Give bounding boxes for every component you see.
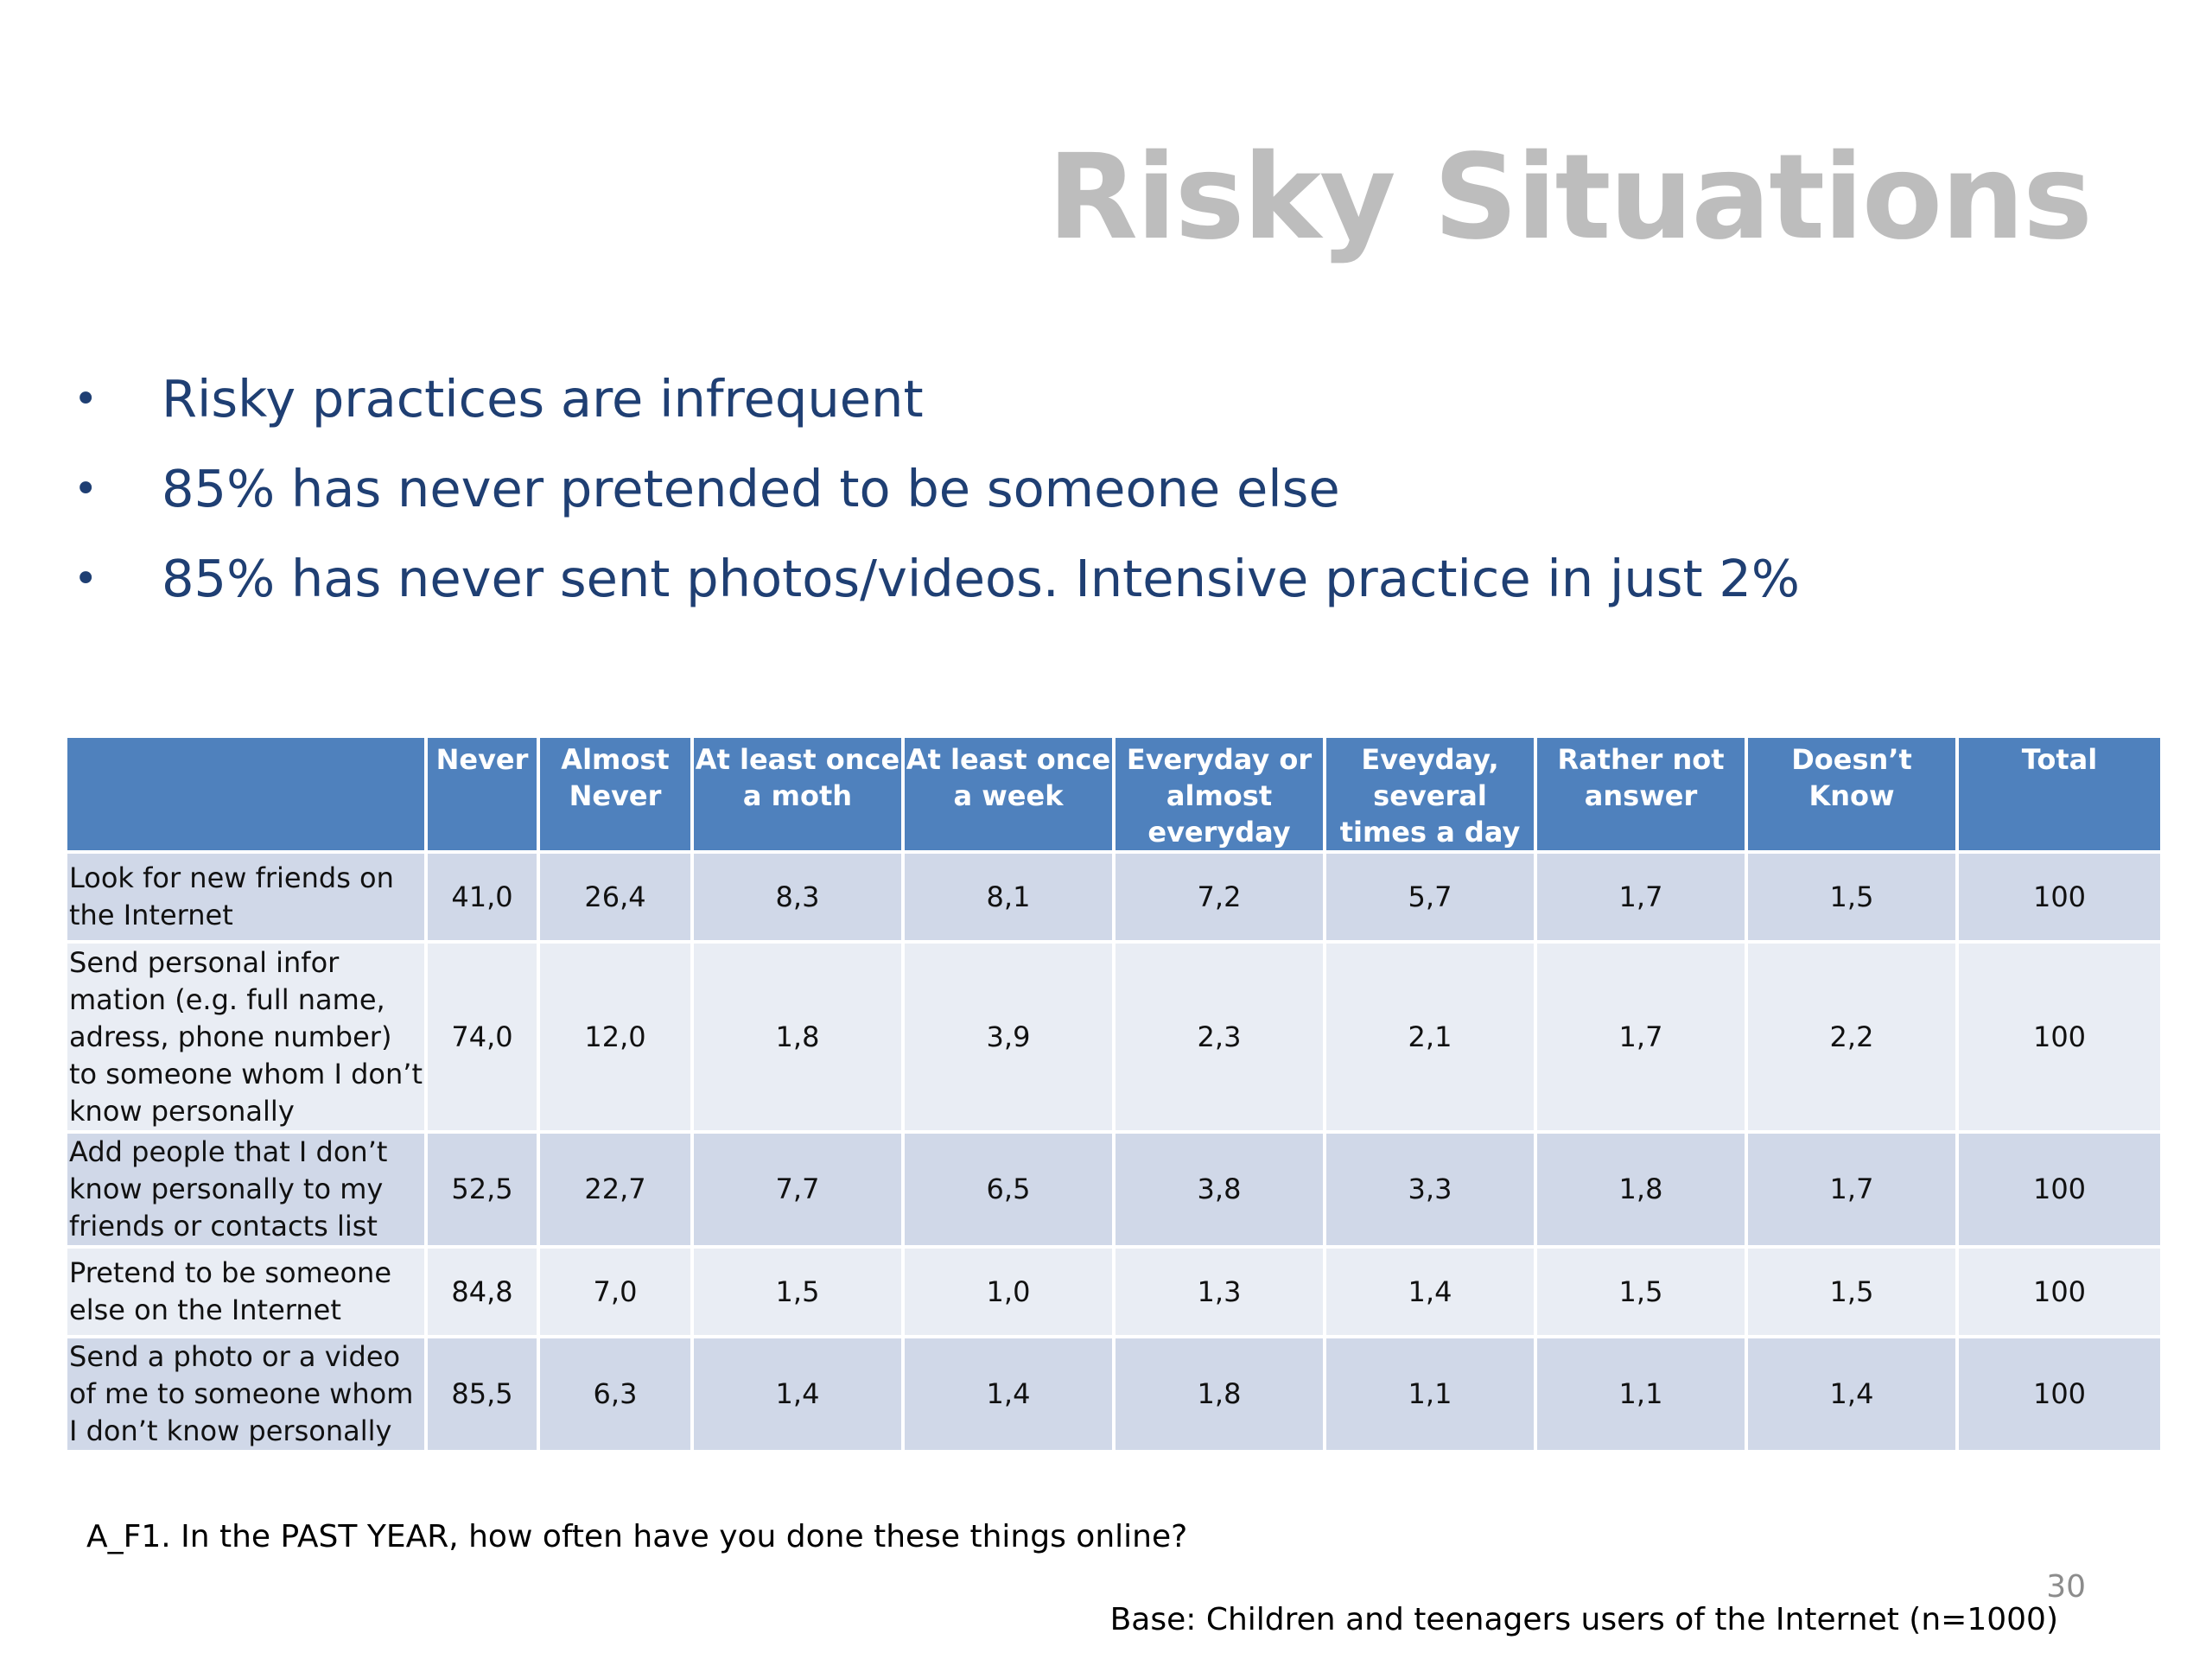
table-cell: 1,5 (690, 1245, 905, 1338)
bullet-icon: • (73, 375, 99, 423)
table-cell: 26,4 (537, 850, 694, 944)
column-header: Eveyday, several times a day (1323, 734, 1537, 854)
table-cell: 84,8 (424, 1245, 540, 1338)
table-cell: 85,5 (424, 1335, 540, 1453)
table-cell: 52,5 (424, 1130, 540, 1249)
table-cell: 41,0 (424, 850, 540, 944)
table-cell: 7,7 (690, 1130, 905, 1249)
table-row: Send a photo or a video of me to someone… (64, 1335, 2164, 1453)
table-cell: 8,3 (690, 850, 905, 944)
table-cell: 1,8 (1112, 1335, 1326, 1453)
table-cell: 1,7 (1534, 850, 1748, 944)
bullet-item: • Risky practices are infrequent (73, 354, 1800, 444)
table-cell: 100 (1955, 1335, 2164, 1453)
table-cell: 2,1 (1323, 940, 1537, 1134)
table-row: Add people that I don’t know personally … (64, 1130, 2164, 1249)
table-cell: 7,2 (1112, 850, 1326, 944)
table-cell: 5,7 (1323, 850, 1537, 944)
column-header: At least once a moth (690, 734, 905, 854)
table-cell: 1,4 (1323, 1245, 1537, 1338)
table-cell: 1,8 (1534, 1130, 1748, 1249)
bullet-list: • Risky practices are infrequent • 85% h… (73, 354, 1800, 624)
table-header-row: Never Almost Never At least once a moth … (64, 734, 2164, 854)
bullet-text: 85% has never sent photos/videos. Intens… (162, 549, 1800, 608)
table-cell: 1,1 (1323, 1335, 1537, 1453)
column-header: At least once a week (901, 734, 1116, 854)
table-cell: 100 (1955, 1130, 2164, 1249)
table-cell: 2,3 (1112, 940, 1326, 1134)
bullet-item: • 85% has never pretended to be someone … (73, 444, 1800, 534)
table-cell: 8,1 (901, 850, 1116, 944)
table-cell: 1,8 (690, 940, 905, 1134)
column-header: Total (1955, 734, 2164, 854)
results-table: Never Almost Never At least once a moth … (64, 734, 2164, 1453)
row-label: Look for new friends on the Internet (64, 850, 428, 944)
row-label: Send personal infor mation (e.g. full na… (64, 940, 428, 1134)
table-cell: 1,5 (1745, 850, 1959, 944)
table-cell: 100 (1955, 940, 2164, 1134)
bullet-item: • 85% has never sent photos/videos. Inte… (73, 534, 1800, 624)
row-label: Pretend to be someone else on the Intern… (64, 1245, 428, 1338)
table-cell: 74,0 (424, 940, 540, 1134)
column-header: Never (424, 734, 540, 854)
row-label: Send a photo or a video of me to someone… (64, 1335, 428, 1453)
table-cell: 3,8 (1112, 1130, 1326, 1249)
bullet-text: Risky practices are infrequent (162, 369, 924, 429)
column-header: Doesn’t Know (1745, 734, 1959, 854)
table-row: Send personal infor mation (e.g. full na… (64, 940, 2164, 1134)
table-cell: 100 (1955, 1245, 2164, 1338)
table-cell: 6,3 (537, 1335, 694, 1453)
bullet-icon: • (73, 465, 99, 513)
table-cell: 100 (1955, 850, 2164, 944)
base-note: Base: Children and teenagers users of th… (1109, 1602, 2058, 1637)
table-cell: 1,4 (690, 1335, 905, 1453)
table-cell: 1,0 (901, 1245, 1116, 1338)
slide-title: Risky Situations (1047, 130, 2093, 266)
bullet-text: 85% has never pretended to be someone el… (162, 459, 1340, 518)
table-cell: 6,5 (901, 1130, 1116, 1249)
table-cell: 3,9 (901, 940, 1116, 1134)
table-cell: 22,7 (537, 1130, 694, 1249)
table-cell: 1,4 (1745, 1335, 1959, 1453)
table-cell: 3,3 (1323, 1130, 1537, 1249)
table-row: Pretend to be someone else on the Intern… (64, 1245, 2164, 1338)
bullet-icon: • (73, 555, 99, 603)
table-cell: 1,7 (1745, 1130, 1959, 1249)
table-cell: 1,3 (1112, 1245, 1326, 1338)
row-label: Add people that I don’t know personally … (64, 1130, 428, 1249)
table-cell: 1,5 (1534, 1245, 1748, 1338)
table-cell: 2,2 (1745, 940, 1959, 1134)
table-cell: 12,0 (537, 940, 694, 1134)
column-header: Almost Never (537, 734, 694, 854)
survey-question: A_F1. In the PAST YEAR, how often have y… (86, 1519, 1188, 1554)
table-cell: 1,4 (901, 1335, 1116, 1453)
column-header: Everyday or almost everyday (1112, 734, 1326, 854)
table-row: Look for new friends on the Internet 41,… (64, 850, 2164, 944)
page-number: 30 (2046, 1569, 2086, 1605)
table-cell: 7,0 (537, 1245, 694, 1338)
table-cell: 1,1 (1534, 1335, 1748, 1453)
column-header (64, 734, 428, 854)
table-cell: 1,7 (1534, 940, 1748, 1134)
column-header: Rather not answer (1534, 734, 1748, 854)
table-cell: 1,5 (1745, 1245, 1959, 1338)
